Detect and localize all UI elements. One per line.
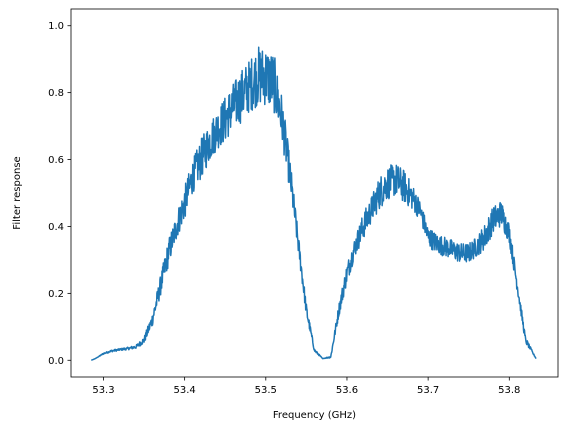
y-tick-label: 0.8 <box>48 88 64 99</box>
x-axis-label: Frequency (GHz) <box>273 410 356 421</box>
y-axis-label: Filter response <box>12 156 23 229</box>
x-axis-ticks: 53.3 53.4 53.5 53.6 53.7 53.8 <box>92 377 520 396</box>
x-tick-label: 53.4 <box>174 385 196 396</box>
y-tick-label: 0.4 <box>48 222 64 233</box>
plot-area <box>71 9 558 377</box>
x-tick-label: 53.3 <box>92 385 114 396</box>
y-tick-label: 0.0 <box>48 356 64 367</box>
y-tick-label: 1.0 <box>48 21 64 32</box>
y-axis-ticks: 0.0 0.2 0.4 0.6 0.8 1.0 <box>48 21 71 367</box>
x-tick-label: 53.8 <box>498 385 520 396</box>
y-tick-label: 0.2 <box>48 289 64 300</box>
y-tick-label: 0.6 <box>48 155 64 166</box>
series-line <box>90 46 537 361</box>
x-tick-label: 53.6 <box>336 385 358 396</box>
plot-border <box>70 8 559 378</box>
series-layer <box>90 46 537 361</box>
x-tick-label: 53.5 <box>255 385 277 396</box>
x-tick-label: 53.7 <box>417 385 439 396</box>
